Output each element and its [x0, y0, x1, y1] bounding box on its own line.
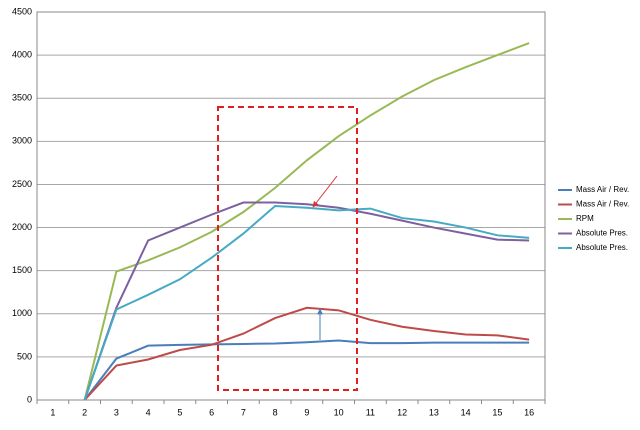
series-line: [83, 339, 530, 401]
y-tick-label: 4000: [12, 49, 32, 59]
x-tick-label: 10: [334, 407, 344, 417]
legend-label: Mass Air / Rev.: [576, 185, 629, 194]
highlight-box: [217, 106, 358, 391]
annotation-arrow: [312, 175, 338, 208]
y-tick-label: 4500: [12, 6, 32, 16]
y-tick-label: 2500: [12, 179, 32, 189]
series-line: [83, 306, 530, 401]
y-tick-label: 500: [17, 351, 32, 361]
x-tick-label: 1: [50, 407, 55, 417]
y-tick-label: 0: [27, 394, 32, 404]
x-tick-label: 7: [241, 407, 246, 417]
series-line: [83, 201, 530, 401]
x-tick-label: 4: [146, 407, 151, 417]
y-tick-label: 3500: [12, 93, 32, 103]
series-line: [83, 204, 530, 401]
x-tick-label: 12: [397, 407, 407, 417]
x-tick-label: 13: [429, 407, 439, 417]
legend-label: Mass Air / Rev.: [576, 200, 629, 209]
x-tick-label: 3: [114, 407, 119, 417]
y-tick-label: 1000: [12, 308, 32, 318]
legend-label: Absolute Pres.: [576, 229, 628, 238]
x-tick-label: 2: [82, 407, 87, 417]
x-tick-label: 6: [209, 407, 214, 417]
legend-label: RPM: [576, 214, 594, 223]
y-tick-label: 3000: [12, 136, 32, 146]
x-tick-label: 14: [461, 407, 471, 417]
y-tick-label: 1500: [12, 265, 32, 275]
legend-label: Absolute Pres.: [576, 243, 628, 252]
x-tick-label: 11: [366, 407, 375, 417]
x-tick-label: 5: [177, 407, 182, 417]
x-tick-label: 15: [492, 407, 502, 417]
x-tick-label: 16: [524, 407, 534, 417]
y-tick-label: 2000: [12, 222, 32, 232]
x-tick-label: 8: [273, 407, 278, 417]
series-line: [83, 42, 530, 401]
x-tick-label: 9: [304, 407, 309, 417]
